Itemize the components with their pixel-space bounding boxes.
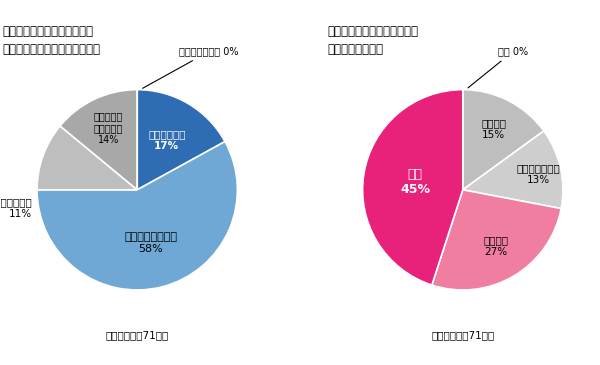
Wedge shape (37, 142, 238, 290)
Text: 機関投資家（71件）: 機関投資家（71件） (431, 330, 494, 340)
Text: やや不満
27%: やや不満 27% (484, 235, 508, 257)
Wedge shape (37, 126, 137, 190)
Text: 満足 0%: 満足 0% (468, 47, 528, 88)
Text: 不満
45%: 不満 45% (400, 168, 430, 196)
Wedge shape (463, 131, 563, 208)
Text: やや満足
15%: やや満足 15% (481, 118, 506, 140)
Wedge shape (432, 190, 561, 290)
Text: 機関投資家（71件）: 機関投資家（71件） (106, 330, 169, 340)
Text: 改善している
17%: 改善している 17% (148, 129, 185, 151)
Wedge shape (60, 90, 137, 190)
Text: どちらでもない
13%: どちらでもない 13% (517, 163, 560, 185)
Wedge shape (137, 90, 225, 190)
Text: 日本の上場会社の英文開示は
近年改善していると思いますか: 日本の上場会社の英文開示は 近年改善していると思いますか (2, 24, 100, 55)
Wedge shape (463, 90, 544, 190)
Text: どちらでもない
11%: どちらでもない 11% (0, 197, 32, 219)
Text: 改善していない 0%: 改善していない 0% (143, 47, 239, 88)
Wedge shape (362, 90, 463, 285)
Text: 日本の上場会社の英文開示に
満足していますか: 日本の上場会社の英文開示に 満足していますか (328, 24, 419, 55)
Text: やや改善している
58%: やや改善している 58% (124, 233, 178, 254)
Text: あまり改善
していない
14%: あまり改善 していない 14% (94, 112, 123, 145)
